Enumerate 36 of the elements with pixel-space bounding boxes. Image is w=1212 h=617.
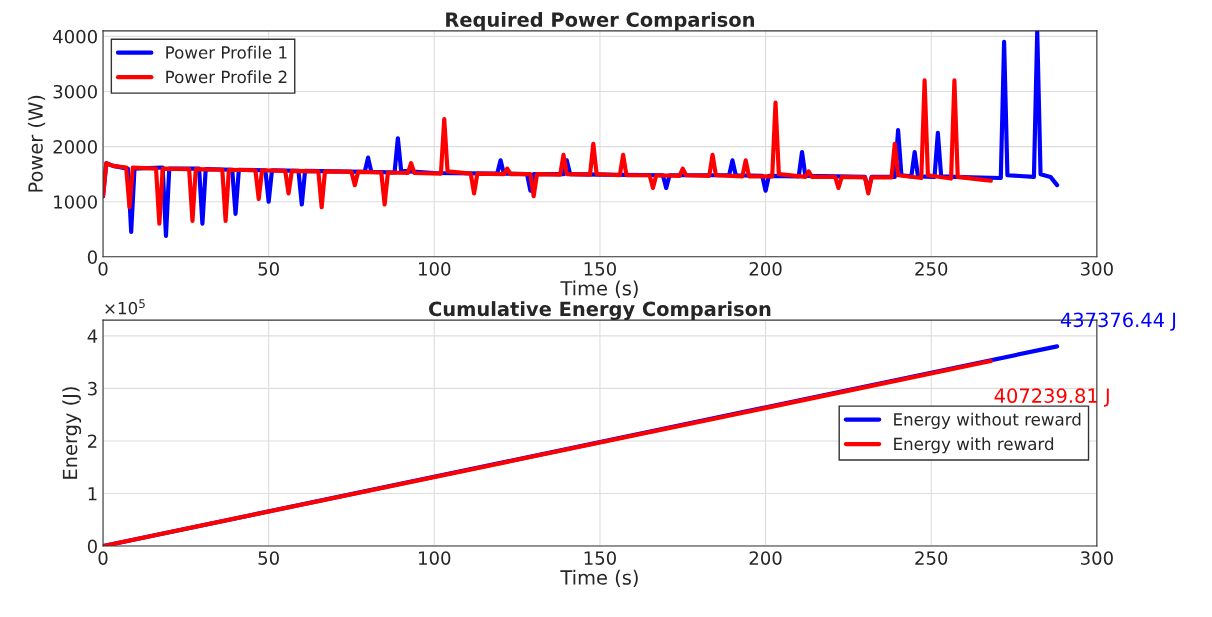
x-tick-label: 250 [915,551,948,565]
y-tick-label: 2000 [53,140,97,154]
x-tick-label: 0 [98,551,108,565]
y-tick-label: 2 [87,434,97,448]
x-tick-label: 300 [1081,261,1113,276]
x-axis-title: Time (s) [560,569,638,588]
x-tick-label: 200 [749,261,782,276]
annotation: 437376.44 J [1060,312,1176,331]
x-tick-label: 100 [419,261,451,276]
y-tick-label: 0 [87,250,97,264]
x-tick-label: 150 [584,551,616,565]
y-tick-label: 0 [87,539,97,554]
y-tick-label: 3 [88,381,97,396]
legend-label: Energy without reward [894,412,1081,429]
x-tick-label: 100 [419,551,451,565]
y-tick-label: 3000 [53,84,97,99]
y-tick-label: 4000 [53,29,97,44]
legend-label: Power Profile 1 [166,45,287,59]
x-axis-title: Time (s) [560,280,638,298]
y-tick-label: 1 [88,487,97,501]
x-tick-label: 250 [915,261,948,276]
x-tick-label: 150 [584,261,616,276]
x-tick-label: 200 [749,551,782,565]
y-tick-label: 4 [87,329,98,343]
x-tick-label: 300 [1081,551,1113,565]
chart-title: Cumulative Energy Comparison [429,301,771,321]
legend-label: Power Profile 2 [166,70,287,84]
y-tick-label: 1000 [54,195,97,209]
y-axis-title: Power (W) [27,95,46,192]
chart-title: Required Power Comparison [446,11,754,31]
x-tick-label: 50 [258,261,279,276]
x-tick-label: 50 [258,551,279,565]
legend-label: Energy with reward [894,437,1054,454]
text: ×10$^{5}$ [105,299,145,315]
y-axis-title: Energy (J) [62,387,82,479]
x-tick-label: 0 [98,261,108,276]
